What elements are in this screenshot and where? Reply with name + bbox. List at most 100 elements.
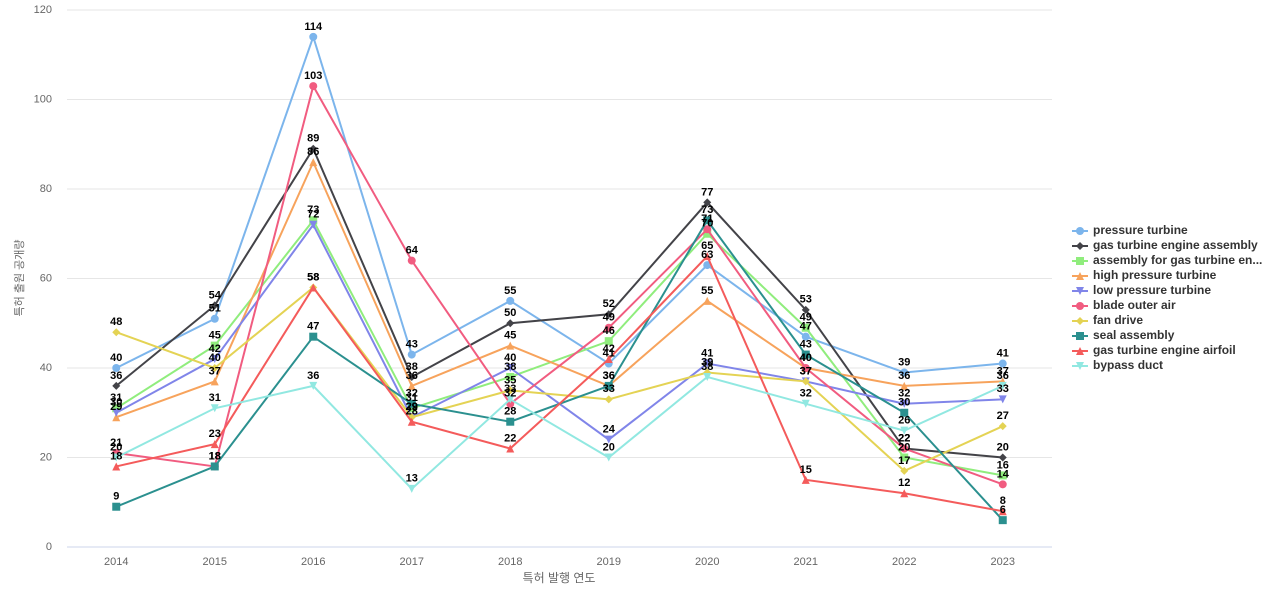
x-tick-label: 2016 [301,556,325,568]
legend-item[interactable]: fan drive [1072,313,1143,327]
data-label: 22 [898,432,910,444]
marker [309,144,318,153]
marker [407,399,416,408]
legend-item[interactable]: low pressure turbine [1072,283,1211,297]
data-label: 70 [701,218,713,230]
data-label: 12 [898,477,910,489]
data-label: 40 [209,352,221,364]
data-label: 45 [504,330,516,342]
data-label: 36 [898,370,910,382]
data-label: 49 [800,312,812,324]
line [115,375,1004,491]
series [112,144,1007,462]
data-label: 41 [997,347,1009,359]
legend-item[interactable]: gas turbine engine airfoil [1072,343,1236,357]
marker [506,319,515,328]
data-label: 53 [800,294,812,306]
data-label: 42 [209,343,221,355]
legend-item[interactable]: high pressure turbine [1072,268,1217,282]
data-label: 22 [898,432,910,444]
legend-item[interactable]: seal assembly [1072,328,1175,342]
marker [703,252,712,261]
data-label: 58 [307,271,319,283]
data-label: 50 [504,307,516,319]
data-label: 20 [603,441,615,453]
marker [900,466,909,475]
y-tick-label: 20 [40,451,52,463]
marker [604,453,613,462]
data-label: 18 [209,450,221,462]
data-label: 13 [406,473,418,485]
marker [506,395,515,404]
legend-item[interactable]: gas turbine engine assembly [1072,238,1258,252]
line [115,218,1003,477]
line [115,159,1003,419]
data-label: 40 [504,352,516,364]
data-label: 55 [504,285,516,297]
data-label: 40 [800,352,812,364]
marker [801,323,810,332]
data-label: 9 [113,491,119,503]
data-label: 40 [800,352,812,364]
marker [506,364,515,372]
legend-label: low pressure turbine [1093,283,1211,297]
data-label: 24 [603,424,616,436]
data-label: 32 [406,388,418,400]
marker [407,350,416,359]
legend-label: assembly for gas turbine en... [1093,253,1262,267]
marker [112,413,121,422]
marker [703,216,712,225]
data-label: 86 [307,146,319,158]
y-tick-label: 100 [34,93,52,105]
data-label: 38 [701,361,713,373]
data-label: 43 [800,338,812,350]
y-tick-label: 0 [46,541,52,553]
marker [801,350,810,359]
data-label: 15 [800,464,812,476]
legend-item[interactable]: bypass duct [1072,358,1163,372]
marker [506,341,515,350]
data-label: 77 [701,186,713,198]
data-label: 89 [307,133,319,145]
marker [998,516,1007,525]
marker [309,82,318,91]
data-label: 33 [603,383,615,395]
data-label: 37 [997,365,1009,377]
legend-item[interactable]: blade outer air [1072,298,1176,312]
y-tick-label: 120 [34,4,52,16]
legend-item[interactable]: pressure turbine [1072,223,1188,237]
marker [309,158,318,167]
line [115,286,1004,473]
data-label: 31 [110,392,122,404]
marker [210,364,219,372]
x-tick-label: 2022 [892,556,916,568]
data-label: 37 [800,365,812,377]
series [112,372,1007,493]
marker [703,372,712,381]
data-label: 20 [997,441,1009,453]
marker [407,417,416,426]
data-label: 40 [110,352,122,364]
legend-label: gas turbine engine assembly [1093,238,1258,252]
marker [998,381,1007,390]
data-label: 8 [1000,495,1006,507]
marker [309,220,318,229]
data-label: 20 [110,441,122,453]
data-label: 49 [603,312,615,324]
marker [604,310,613,319]
data-label: 36 [406,370,418,382]
marker [998,422,1007,431]
marker [998,395,1007,404]
legend-item[interactable]: assembly for gas turbine en... [1072,253,1262,267]
data-label: 41 [701,347,713,359]
marker [1076,317,1084,325]
marker [210,404,219,413]
data-label: 32 [898,388,910,400]
data-label: 73 [307,204,319,216]
data-label: 39 [898,356,910,368]
data-label: 29 [110,401,122,413]
marker [604,435,613,444]
data-label: 32 [504,388,516,400]
data-label: 39 [701,356,713,368]
